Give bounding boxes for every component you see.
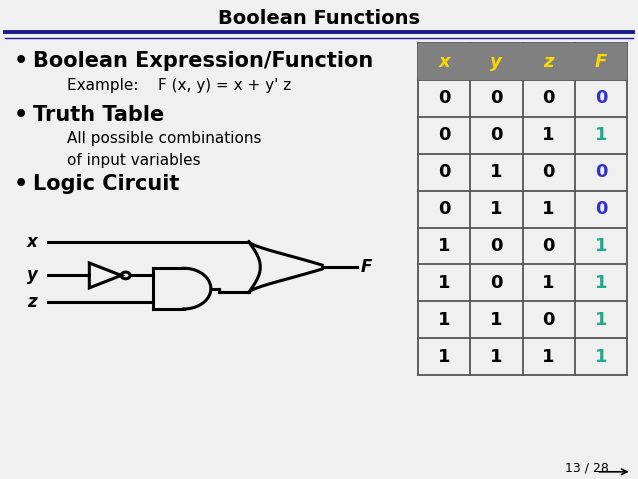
Text: 1: 1 [438, 274, 450, 292]
Text: 0: 0 [542, 311, 555, 329]
Text: All possible combinations: All possible combinations [67, 131, 262, 147]
Text: 0: 0 [490, 126, 503, 144]
Text: 1: 1 [595, 311, 607, 329]
Text: Logic Circuit: Logic Circuit [33, 174, 179, 194]
Bar [418, 43, 627, 80]
Text: 0: 0 [438, 90, 450, 107]
Text: 0: 0 [438, 200, 450, 218]
Text: •: • [14, 51, 28, 71]
Text: 1: 1 [542, 274, 555, 292]
Text: Truth Table: Truth Table [33, 105, 165, 125]
Text: 1: 1 [490, 163, 503, 181]
Text: Boolean Expression/Function: Boolean Expression/Function [33, 51, 373, 71]
Text: 1: 1 [595, 126, 607, 144]
Text: 1: 1 [490, 348, 503, 365]
Text: 1: 1 [490, 311, 503, 329]
Text: 0: 0 [542, 90, 555, 107]
Text: 13 / 28: 13 / 28 [565, 462, 609, 475]
Text: Example:    F (x, y) = x + y' z: Example: F (x, y) = x + y' z [67, 78, 291, 93]
Text: F: F [595, 53, 607, 70]
Text: x: x [438, 53, 450, 70]
Text: 0: 0 [490, 274, 503, 292]
Text: 0: 0 [542, 163, 555, 181]
Text: 1: 1 [542, 126, 555, 144]
Text: 0: 0 [595, 163, 607, 181]
Text: 0: 0 [542, 237, 555, 255]
Text: 1: 1 [438, 237, 450, 255]
Text: 1: 1 [595, 274, 607, 292]
Text: 0: 0 [595, 90, 607, 107]
Text: of input variables: of input variables [67, 153, 200, 168]
Text: Boolean Functions: Boolean Functions [218, 9, 420, 28]
Text: 1: 1 [542, 348, 555, 365]
Text: 0: 0 [438, 163, 450, 181]
Text: 0: 0 [438, 126, 450, 144]
Text: 1: 1 [438, 348, 450, 365]
Text: •: • [14, 105, 28, 125]
Text: 1: 1 [595, 348, 607, 365]
Text: 1: 1 [438, 311, 450, 329]
Text: 1: 1 [595, 237, 607, 255]
Text: z: z [27, 293, 36, 311]
Text: 1: 1 [490, 200, 503, 218]
Text: 0: 0 [490, 237, 503, 255]
Text: y: y [491, 53, 502, 70]
Text: 0: 0 [595, 200, 607, 218]
Text: 1: 1 [542, 200, 555, 218]
Text: 0: 0 [490, 90, 503, 107]
Text: F: F [360, 258, 372, 276]
Text: y: y [27, 266, 38, 285]
Text: x: x [27, 233, 38, 251]
Text: •: • [14, 174, 28, 194]
Text: z: z [544, 53, 554, 70]
